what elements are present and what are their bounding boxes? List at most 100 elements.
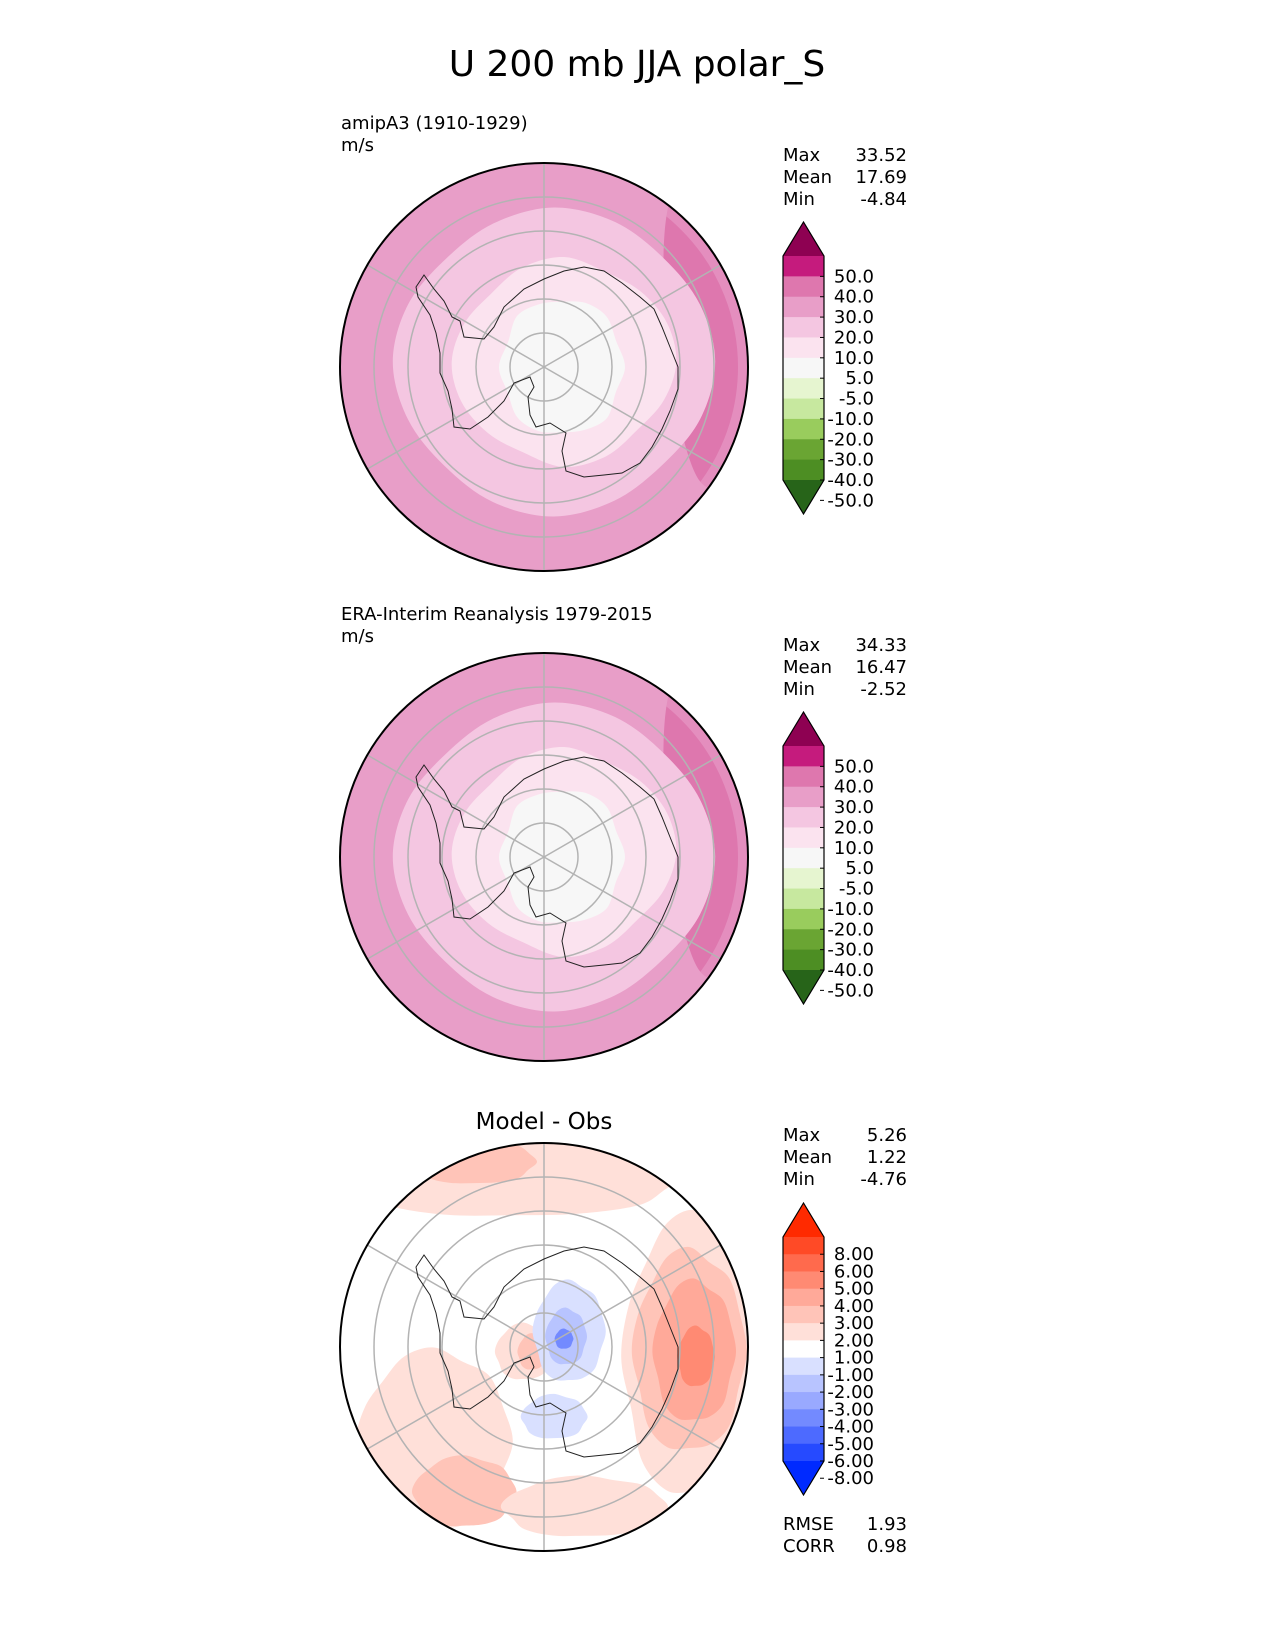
figure-title: U 200 mb JJA polar_S (449, 44, 826, 85)
colorbar-segment (783, 256, 824, 277)
colorbar-tick-label: 40.0 (834, 287, 874, 308)
stat-label: Max (783, 145, 821, 166)
stat-value: -4.76 (860, 1169, 907, 1190)
colorbar-tick-label: -40.0 (827, 960, 874, 981)
coastline (415, 266, 679, 478)
colorbar-segment (783, 888, 824, 910)
meridian-line (366, 754, 545, 858)
meridian-line (543, 264, 722, 368)
difference-field (340, 1143, 748, 1551)
colorbar-segment (783, 1237, 824, 1255)
colorbar-segment (783, 868, 824, 890)
colorbar-tick-label: -5.0 (839, 389, 874, 410)
meridian-line (543, 1244, 722, 1348)
stat-label: Min (783, 679, 815, 700)
colorbar-tick-label: 10.0 (834, 348, 874, 369)
colorbar-segment (783, 1340, 824, 1359)
meridian-line (543, 1346, 722, 1450)
colorbar-tick-label: -5.0 (839, 879, 874, 900)
colorbar-tick-label: 1.00 (834, 1348, 874, 1369)
colorbar-segment (783, 786, 824, 808)
colorbar-segment (783, 908, 824, 930)
meridian-line (366, 1244, 545, 1348)
colorbar-segment (783, 276, 824, 298)
colorbar-segment (783, 1254, 824, 1272)
polar-map-model (339, 162, 749, 572)
meridian-line (366, 366, 545, 470)
colorbar-obs: 50.040.030.020.010.05.0-5.0-10.0-20.0-30… (782, 710, 874, 1006)
colorbar-tick-label: -10.0 (827, 899, 874, 920)
colorbar-tick-label: 50.0 (834, 266, 874, 287)
colorbar-extend-min (783, 1461, 824, 1495)
metric-value: 0.98 (867, 1536, 907, 1557)
stat-value: 1.22 (867, 1147, 907, 1168)
colorbar-tick-label: 5.0 (845, 368, 874, 389)
colorbar-tick-label: -30.0 (827, 450, 874, 471)
colorbar-segment (783, 1374, 824, 1393)
colorbar-segment (783, 807, 824, 828)
colorbar-extend-min (783, 480, 824, 514)
stat-label: Mean (783, 167, 832, 188)
colorbar-tick-label: -8.00 (827, 1468, 874, 1489)
meridian-line (543, 754, 722, 858)
difference-contour (677, 1325, 715, 1387)
colorbar-tick-label: 30.0 (834, 797, 874, 818)
colorbar-diff: 8.006.005.004.003.002.001.00-1.00-2.00-3… (782, 1201, 874, 1497)
colorbar-segment (783, 378, 824, 400)
colorbar-segment (783, 1288, 824, 1307)
colorbar-segment (783, 317, 824, 338)
metric-label: RMSE (783, 1514, 834, 1535)
colorbar-tick-label: -2.00 (827, 1382, 874, 1403)
colorbar-tick-label: 20.0 (834, 817, 874, 838)
colorbar-segment (783, 847, 824, 869)
contour-core (498, 791, 626, 923)
map-boundary (339, 162, 749, 572)
polar-map-diff (339, 1142, 749, 1552)
meridian-line (543, 366, 722, 470)
panel-diff-title: Model - Obs (476, 1109, 613, 1135)
colorbar-tick-label: -3.00 (827, 1399, 874, 1420)
colorbar-segment (783, 398, 824, 420)
metric-label: CORR (783, 1536, 835, 1557)
panel-obs-stats: Max 34.33 Mean 16.47 Min -2.52 (783, 635, 907, 700)
colorbar-tick-label: 4.00 (834, 1296, 874, 1317)
colorbar-tick-label: -20.0 (827, 919, 874, 940)
colorbar-tick-label: 3.00 (834, 1313, 874, 1334)
colorbar-tick-label: -6.00 (827, 1451, 874, 1472)
colorbar-tick-label: 20.0 (834, 327, 874, 348)
coastline (415, 1246, 679, 1458)
colorbar-segment (783, 766, 824, 788)
colorbar-tick-label: -20.0 (827, 429, 874, 450)
colorbar-segment (783, 1323, 824, 1341)
colorbar-segment (783, 1426, 824, 1445)
colorbar-segment (783, 337, 824, 359)
meridian-line (366, 1346, 545, 1450)
panel-diff-metrics: RMSE 1.93 CORR 0.98 (783, 1514, 907, 1557)
colorbar-segment (783, 1305, 824, 1324)
stat-value: -2.52 (860, 679, 907, 700)
panel-model-stats: Max 33.52 Mean 17.69 Min -4.84 (783, 145, 907, 210)
colorbar-tick-label: -40.0 (827, 470, 874, 491)
panel-model-units: m/s (341, 135, 374, 156)
colorbar-extend-min (783, 970, 824, 1004)
stat-label: Min (783, 1169, 815, 1190)
colorbar-segment (783, 929, 824, 951)
stat-value: 5.26 (867, 1125, 907, 1146)
panel-model: amipA3 (1910-1929) m/s Max 33.52 Mean 17… (339, 113, 907, 572)
panel-obs-units: m/s (341, 626, 374, 647)
stat-label: Max (783, 1125, 821, 1146)
colorbar-segment (783, 746, 824, 767)
colorbar-tick-label: 8.00 (834, 1244, 874, 1265)
meridian-line (543, 856, 722, 960)
panel-diff: Model - Obs Max 5.26 Mean 1.22 Min -4.76… (339, 1109, 907, 1557)
colorbar-tick-label: 40.0 (834, 777, 874, 798)
difference-contour (520, 1393, 588, 1439)
polar-map-obs (339, 652, 749, 1062)
panel-obs: ERA-Interim Reanalysis 1979-2015 m/s Max… (339, 604, 907, 1062)
colorbar-segment (783, 827, 824, 849)
panel-diff-stats: Max 5.26 Mean 1.22 Min -4.76 (783, 1125, 907, 1190)
colorbar-tick-label: 30.0 (834, 307, 874, 328)
colorbar-segment (783, 1392, 824, 1410)
colorbar-tick-label: -30.0 (827, 940, 874, 961)
